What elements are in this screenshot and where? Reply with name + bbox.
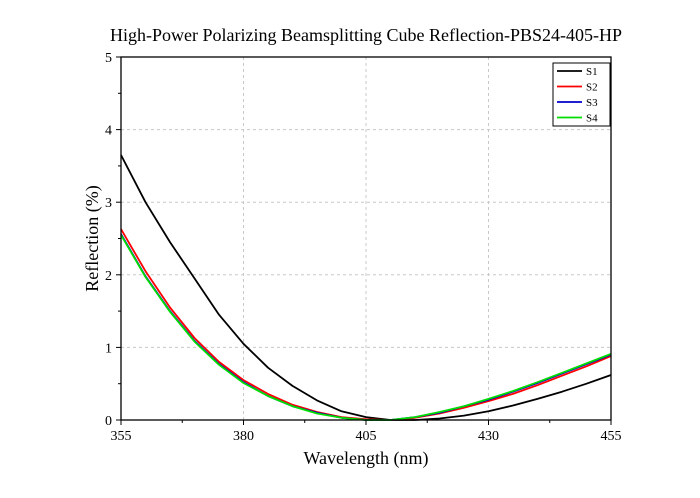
series-line-s1 [120,154,612,421]
legend-label: S4 [586,113,598,125]
axis-ticks: 355 380 405 430 455 0 1 2 3 4 5 [105,51,622,444]
y-axis-title: Reflection (%) [82,185,103,291]
x-tick-label: 355 [111,429,132,444]
y-tick-label: 5 [105,51,112,66]
grid-lines [121,57,611,420]
y-tick-label: 3 [105,196,112,211]
legend-label: S1 [586,66,598,78]
y-tick-label: 2 [105,269,112,284]
x-tick-label: 430 [478,429,499,444]
legend-label: S2 [586,82,598,94]
y-tick-label: 4 [105,124,112,139]
legend: S1 S2 S3 S4 [552,62,611,127]
x-axis-title: Wavelength (nm) [303,448,428,469]
x-tick-label: 455 [601,429,622,444]
y-tick-label: 1 [105,341,112,356]
legend-box [552,62,611,127]
y-tick-label: 0 [105,414,112,429]
x-tick-label: 380 [233,429,254,444]
x-tick-label: 405 [356,429,377,444]
chart-title: High-Power Polarizing Beamsplitting Cube… [110,25,622,45]
legend-label: S3 [586,97,598,109]
